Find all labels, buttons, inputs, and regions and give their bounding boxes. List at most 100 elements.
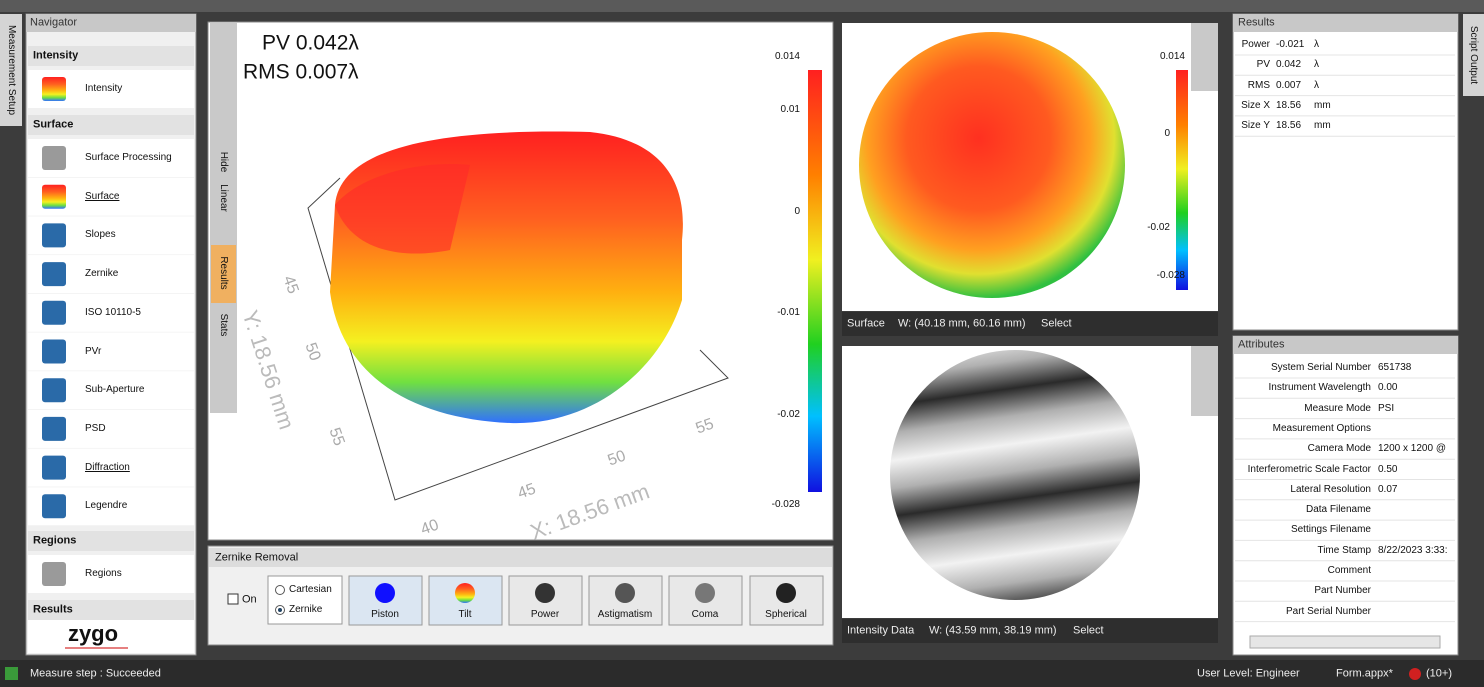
nav-item[interactable]: Legendre — [85, 500, 128, 512]
right-tab-label[interactable]: Script Output — [1468, 25, 1479, 85]
result-value: 0.042 — [1276, 59, 1302, 71]
on-label: On — [242, 593, 257, 606]
colorbar-label: 0.014 — [774, 51, 800, 62]
term-icon — [375, 583, 395, 603]
section-header[interactable] — [28, 46, 194, 66]
nav-item[interactable]: Intensity — [85, 83, 123, 94]
attribute-value: 0.07 — [1378, 483, 1398, 495]
item-icon — [42, 494, 66, 519]
mode-label[interactable]: Cartesian — [289, 584, 332, 595]
surface-toolbar — [1191, 23, 1218, 91]
section-header[interactable] — [28, 115, 194, 135]
colorbar-3d — [808, 70, 822, 492]
term-label[interactable]: Astigmatism — [597, 609, 653, 620]
item-icon — [42, 184, 66, 209]
mode-label[interactable]: Zernike — [289, 604, 323, 615]
item-icon — [42, 339, 66, 364]
nav-item[interactable]: Sub-Aperture — [85, 384, 145, 396]
item-icon — [42, 262, 66, 287]
results-panel — [1232, 13, 1459, 331]
nav-item[interactable]: Regions — [85, 568, 122, 579]
attribute-name: Measurement Options — [1272, 422, 1371, 434]
file-name[interactable]: Form.appx* — [1336, 667, 1393, 680]
status-text: W: (43.59 mm, 38.19 mm) — [929, 624, 1057, 637]
right-tab[interactable] — [1463, 14, 1484, 96]
surface-3d-peak — [335, 164, 470, 254]
section-title: Intensity — [33, 49, 79, 62]
nav-item[interactable]: Surface — [85, 190, 120, 202]
on-checkbox[interactable] — [227, 593, 239, 605]
colorbar-label: -0.02 — [1147, 222, 1170, 233]
attribute-value: 651738 — [1378, 362, 1412, 373]
attribute-value: 1200 x 1200 @ — [1378, 443, 1446, 455]
intensity-toolbar — [1191, 346, 1218, 416]
nav-item[interactable]: PVr — [85, 345, 102, 357]
item-icon — [42, 455, 66, 480]
nav-item[interactable]: Surface Processing — [85, 152, 172, 163]
intensity-status — [842, 619, 1218, 643]
attribute-name: System Serial Number — [1270, 362, 1371, 373]
status-text[interactable]: Select — [1073, 624, 1104, 637]
result-unit: mm — [1314, 99, 1331, 111]
radio-cartesian[interactable] — [275, 585, 285, 595]
attribute-name: Camera Mode — [1307, 443, 1371, 455]
term-label[interactable]: Coma — [691, 609, 719, 620]
attribute-name: Lateral Resolution — [1290, 483, 1371, 495]
colorbar-label: -0.028 — [771, 499, 800, 510]
pv-label: PV 0.042λ — [262, 31, 359, 55]
attribute-name: Measure Mode — [1304, 402, 1371, 414]
nav-item[interactable]: Zernike — [85, 268, 119, 280]
status-text: Intensity Data — [847, 624, 915, 637]
section-title: Results — [33, 603, 73, 616]
intensity-map — [890, 350, 1140, 600]
nav-item[interactable]: PSD — [85, 422, 106, 434]
term-label[interactable]: Tilt — [458, 609, 472, 620]
result-unit: λ — [1314, 59, 1319, 71]
status-text[interactable]: Select — [1041, 317, 1072, 330]
side-tab[interactable]: Results — [218, 256, 229, 290]
colorbar-label: -0.01 — [777, 307, 800, 318]
item-icon — [42, 378, 66, 403]
attribute-name: Part Number — [1314, 585, 1371, 597]
attribute-name: Time Stamp — [1317, 544, 1371, 556]
result-value: 18.56 — [1276, 99, 1302, 111]
error-icon[interactable] — [1409, 668, 1421, 680]
section-header[interactable] — [28, 600, 194, 620]
zernike-title: Zernike Removal — [215, 551, 299, 564]
active-side-tab[interactable] — [211, 245, 236, 303]
result-value: 0.007 — [1276, 79, 1302, 91]
side-tab[interactable]: Stats — [218, 313, 229, 337]
term-label[interactable]: Spherical — [765, 609, 807, 620]
attributes-title: Attributes — [1238, 338, 1285, 351]
section-header[interactable] — [28, 531, 194, 551]
nav-item[interactable]: Diffraction — [85, 461, 130, 473]
term-label[interactable]: Piston — [371, 609, 399, 620]
term-icon — [615, 583, 635, 603]
item-icon — [42, 416, 66, 441]
attribute-name: Part Serial Number — [1285, 605, 1371, 617]
nav-item[interactable]: ISO 10110-5 — [85, 306, 141, 318]
attributes-scrollbar[interactable] — [1249, 635, 1441, 649]
status-bar — [0, 660, 1484, 687]
logo: zygo — [67, 621, 119, 646]
colorbar-label: 0.014 — [1159, 51, 1185, 62]
error-count[interactable]: (10+) — [1426, 667, 1452, 680]
result-value: -0.021 — [1276, 39, 1305, 50]
attribute-value: PSI — [1378, 402, 1395, 414]
side-tab[interactable]: Linear — [218, 184, 229, 212]
nav-item[interactable]: Slopes — [85, 229, 116, 241]
status-text: W: (40.18 mm, 60.16 mm) — [898, 317, 1026, 330]
result-unit: λ — [1314, 39, 1319, 50]
attributes-header — [1233, 336, 1458, 354]
result-name: PV — [1256, 59, 1270, 71]
section-title: Surface — [33, 118, 74, 131]
attribute-name: Instrument Wavelength — [1268, 382, 1371, 394]
left-tab[interactable] — [0, 14, 22, 126]
results-header — [1233, 14, 1458, 32]
surface-map — [859, 32, 1125, 298]
term-label[interactable]: Power — [530, 609, 560, 620]
side-tab[interactable]: Hide — [218, 151, 229, 173]
attribute-value: 8/22/2023 3:33: — [1378, 544, 1448, 556]
left-tab-label[interactable]: Measurement Setup — [6, 24, 17, 116]
navigator-header — [26, 14, 196, 32]
